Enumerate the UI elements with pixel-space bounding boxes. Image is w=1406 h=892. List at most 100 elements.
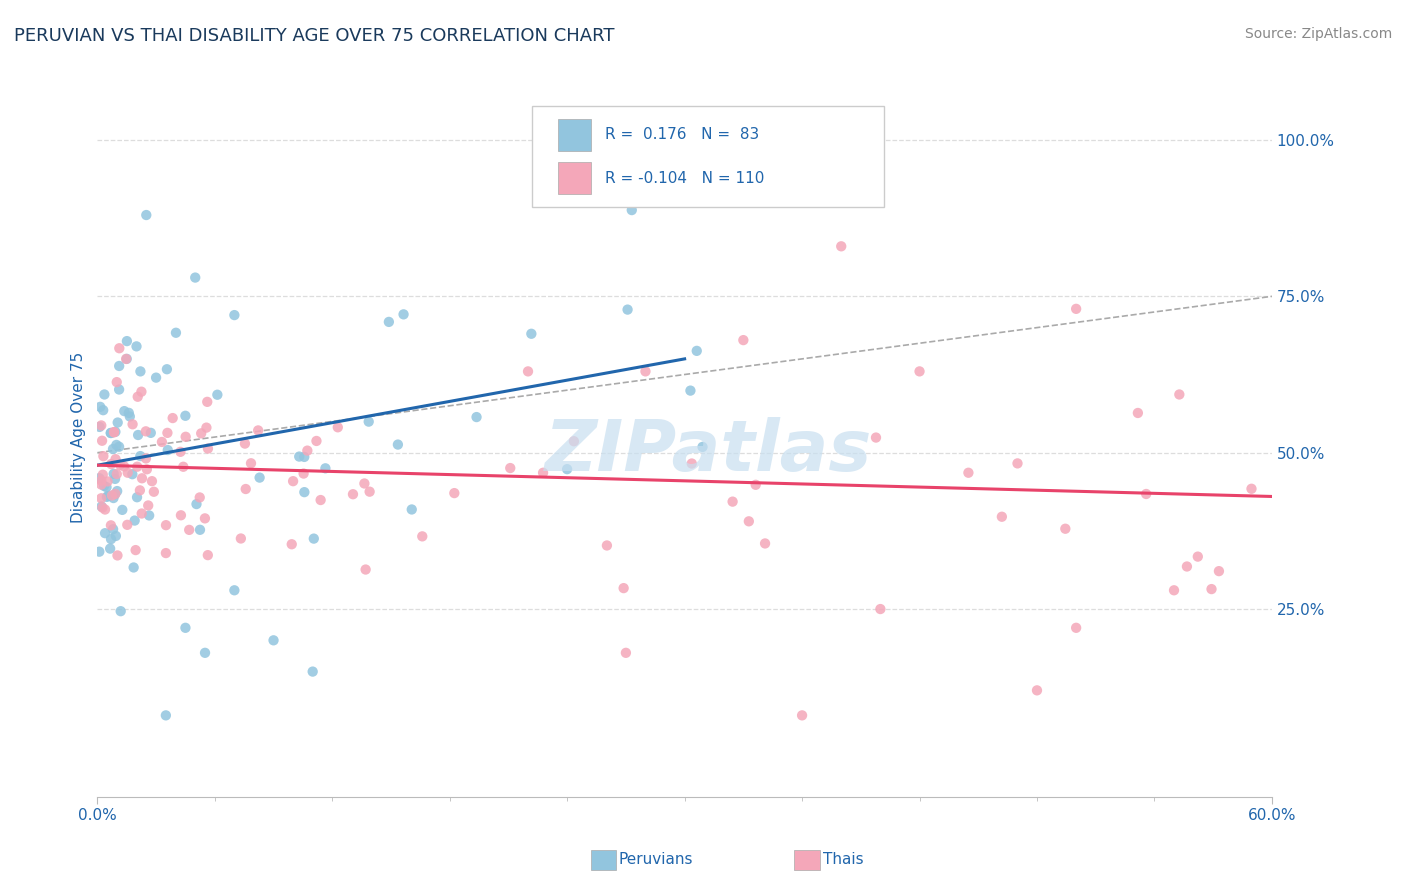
Point — [865, 431, 887, 445]
Point — [121, 417, 143, 432]
Point — [125, 490, 148, 504]
Point — [247, 424, 270, 438]
Point — [127, 428, 149, 442]
Point — [100, 425, 122, 440]
Point — [100, 425, 122, 440]
Point — [127, 459, 149, 474]
Point — [112, 459, 135, 474]
Point — [280, 537, 302, 551]
Point — [94, 502, 117, 516]
Point — [1201, 582, 1223, 596]
Point — [103, 425, 125, 440]
Point — [90, 477, 112, 491]
Point — [342, 487, 364, 501]
Point — [122, 560, 145, 574]
Point — [357, 415, 380, 429]
Point — [401, 502, 423, 516]
Point — [411, 529, 433, 543]
Point — [103, 467, 125, 481]
Point — [1007, 457, 1029, 471]
Point — [110, 604, 132, 618]
Point — [108, 341, 131, 355]
Point — [292, 485, 315, 500]
Point — [131, 384, 153, 399]
Point — [105, 438, 128, 452]
Point — [957, 466, 980, 480]
Point — [830, 239, 852, 253]
Point — [297, 443, 319, 458]
Point — [195, 395, 218, 409]
Point — [156, 425, 179, 440]
Point — [165, 326, 187, 340]
Point — [112, 404, 135, 418]
Text: Source: ZipAtlas.com: Source: ZipAtlas.com — [1244, 27, 1392, 41]
Text: ZIPatlas: ZIPatlas — [544, 417, 872, 486]
Point — [94, 526, 117, 541]
Point — [692, 440, 714, 454]
Point — [128, 483, 150, 498]
Point — [174, 409, 197, 423]
FancyBboxPatch shape — [531, 106, 884, 207]
Bar — [558, 119, 591, 151]
Point — [224, 583, 246, 598]
Point — [172, 459, 194, 474]
Point — [169, 445, 191, 459]
Point — [124, 543, 146, 558]
Point — [869, 602, 891, 616]
Point — [229, 532, 252, 546]
Point — [104, 487, 127, 501]
Point — [121, 467, 143, 482]
Point — [188, 491, 211, 505]
Point — [105, 484, 128, 499]
Point — [108, 383, 131, 397]
Point — [1064, 301, 1087, 316]
Point — [103, 491, 125, 505]
Point — [1054, 522, 1077, 536]
Point — [263, 633, 285, 648]
Point — [91, 403, 114, 417]
Point — [679, 384, 702, 398]
Point — [93, 479, 115, 493]
Point — [136, 499, 159, 513]
Point — [240, 456, 263, 470]
Point — [686, 343, 709, 358]
Point — [184, 270, 207, 285]
Point — [1026, 683, 1049, 698]
Point — [101, 488, 124, 502]
Point — [124, 514, 146, 528]
Point — [115, 334, 138, 348]
Point — [326, 420, 349, 434]
Point — [156, 362, 179, 376]
Point — [97, 489, 120, 503]
Point — [301, 665, 323, 679]
Point — [754, 536, 776, 550]
Point — [309, 493, 332, 508]
Point — [314, 461, 336, 475]
Point — [387, 437, 409, 451]
Text: R = -0.104   N = 110: R = -0.104 N = 110 — [605, 170, 763, 186]
Point — [135, 208, 157, 222]
Point — [90, 474, 112, 488]
Point — [107, 416, 129, 430]
Point — [1187, 549, 1209, 564]
Point — [104, 452, 127, 467]
Point — [108, 458, 131, 472]
Point — [354, 562, 377, 576]
Point — [135, 425, 157, 439]
Point — [90, 500, 112, 514]
Point — [115, 351, 138, 366]
Point — [194, 646, 217, 660]
Point — [104, 529, 127, 543]
Point — [224, 308, 246, 322]
Point — [135, 462, 157, 476]
Point — [186, 497, 208, 511]
Bar — [558, 162, 591, 194]
Point — [1064, 621, 1087, 635]
Point — [155, 708, 177, 723]
Point — [249, 470, 271, 484]
Point — [162, 411, 184, 425]
Point — [174, 430, 197, 444]
Point — [359, 484, 381, 499]
Point — [233, 436, 256, 450]
Point — [91, 467, 114, 482]
